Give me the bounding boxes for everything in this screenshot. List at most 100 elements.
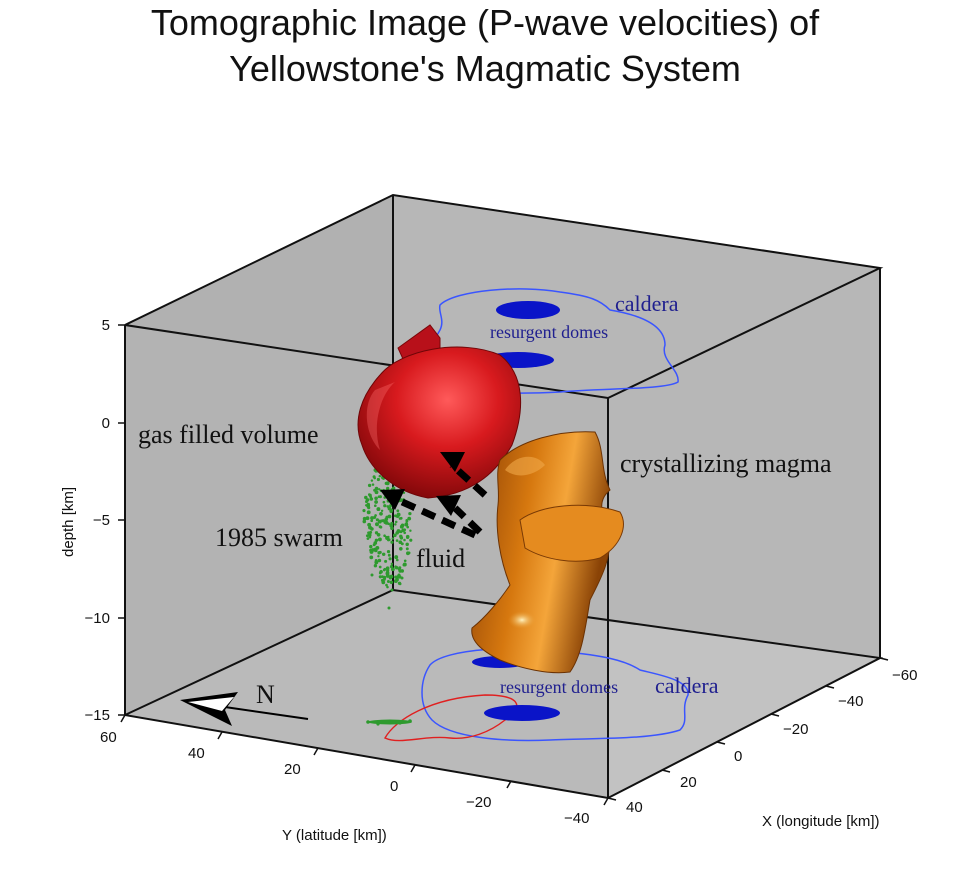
swarm-point: [362, 519, 367, 524]
swarm-point: [403, 531, 407, 535]
swarm-point: [370, 519, 374, 523]
swarm-point: [384, 517, 389, 522]
crystallizing-magma-label: crystallizing magma: [620, 449, 832, 478]
swarm-point: [386, 570, 389, 573]
x-tick-label: 40: [626, 799, 643, 816]
swarm-point: [370, 516, 374, 520]
swarm-point: [386, 585, 389, 589]
swarm-point: [398, 566, 402, 570]
swarm-point: [380, 519, 384, 523]
swarm-point: [365, 516, 370, 521]
swarm-point: [390, 562, 394, 566]
swarm-point: [384, 559, 388, 563]
swarm-point: [394, 520, 398, 524]
swarm-point: [375, 546, 379, 549]
swarm-point: [409, 529, 412, 532]
depth-axis-label: depth [km]: [60, 487, 77, 557]
gas-filled-volume-body: [357, 324, 522, 499]
depth-tick-label: −10: [85, 610, 110, 627]
swarm-point: [397, 581, 402, 585]
swarm-point: [384, 481, 388, 486]
fluid-arrow-2: [452, 505, 483, 535]
swarm-point: [374, 560, 379, 565]
y-axis-label: Y (latitude [km]): [282, 827, 387, 844]
swarm-point: [398, 517, 402, 520]
swarm-point: [365, 534, 369, 538]
x-tick-label: −60: [892, 667, 917, 684]
swarm-point: [405, 542, 409, 547]
swarm-point: [380, 509, 384, 513]
x-axis-ticks: [607, 657, 889, 801]
fluid-label: fluid: [416, 544, 465, 573]
swarm-point: [383, 504, 387, 508]
swarm-point: [373, 541, 378, 545]
swarm-point: [400, 523, 405, 528]
swarm-point: [408, 511, 412, 516]
swarm-point: [383, 567, 387, 571]
swarm-point: [377, 537, 382, 542]
resurgent-dome-top-1: [496, 301, 560, 319]
swarm-point: [377, 488, 381, 491]
swarm-point: [374, 496, 378, 501]
swarm-point: [364, 495, 368, 500]
swarm-point: [366, 537, 370, 540]
swarm-point: [371, 483, 375, 486]
swarm-point: [378, 474, 382, 478]
swarm-point: [389, 564, 394, 569]
swarm-point: [387, 514, 392, 519]
swarm-point: [405, 534, 410, 539]
swarm-point: [386, 549, 391, 554]
swarm-point: [362, 516, 367, 521]
x-tick-label: −40: [838, 693, 863, 710]
swarm-point: [387, 606, 391, 610]
swarm-point: [400, 542, 404, 546]
swarm-point: [396, 509, 400, 513]
swarm-point: [390, 588, 394, 592]
figure-title-line-1: Tomographic Image (P-wave velocities) of: [150, 2, 820, 43]
swarm-point: [386, 580, 390, 583]
swarm-point: [378, 575, 382, 579]
swarm-point: [390, 540, 394, 544]
swarm-point: [373, 504, 377, 508]
swarm-point: [400, 576, 404, 580]
swarm-point: [367, 506, 371, 510]
y-tick-label: 60: [100, 729, 117, 746]
swarm-point: [369, 495, 373, 499]
resurgent-domes-label-top: resurgent domes: [490, 322, 608, 342]
y-tick-label: 20: [284, 761, 301, 778]
resurgent-dome-bottom-2: [484, 705, 560, 721]
swarm-point: [370, 479, 374, 482]
x-tick-label: 20: [680, 774, 697, 791]
swarm-point: [382, 500, 386, 504]
y-tick-label: 0: [390, 778, 398, 795]
swarm-point: [396, 529, 401, 534]
swarm-point: [373, 564, 378, 568]
figure-title-line-2: Yellowstone's Magmatic System: [229, 48, 741, 89]
swarm-point: [383, 534, 386, 537]
swarm-point: [374, 490, 379, 495]
swarm-point: [374, 548, 378, 553]
swarm-point: [381, 575, 384, 578]
swarm-point: [392, 533, 397, 538]
swarm-point: [377, 551, 381, 555]
swarm-point: [383, 578, 386, 581]
swarm-point: [395, 514, 400, 519]
x-axis-label: X (longitude [km]): [762, 813, 880, 830]
depth-axis-ticks: [118, 324, 125, 716]
swarm-point: [398, 546, 403, 551]
swarm-point: [379, 570, 383, 574]
swarm-point: [387, 553, 391, 557]
caldera-label-bottom: caldera: [655, 673, 719, 698]
swarm-point: [374, 531, 379, 535]
y-tick-label: 40: [188, 745, 205, 762]
depth-tick-label: −15: [85, 707, 110, 724]
swarm-point: [395, 558, 399, 562]
swarm-1985-label: 1985 swarm: [215, 523, 343, 552]
resurgent-domes-label-bottom: resurgent domes: [500, 677, 618, 697]
fluid-arrow-heads: [380, 452, 465, 516]
caldera-label-top: caldera: [615, 291, 679, 316]
swarm-point: [369, 550, 374, 554]
swarm-point: [362, 509, 366, 513]
swarm-point: [367, 483, 372, 488]
